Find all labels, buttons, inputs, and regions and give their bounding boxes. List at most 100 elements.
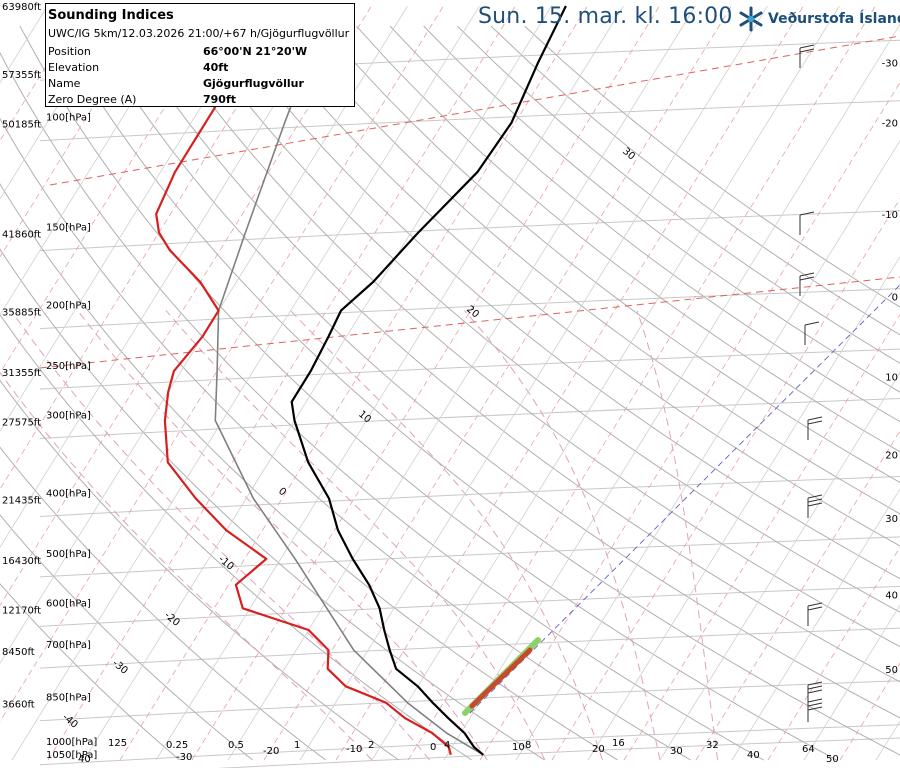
isotherm-dashed-line bbox=[119, 5, 588, 761]
altitude-label: 21435ft bbox=[2, 495, 41, 506]
altitude-label: 3660ft bbox=[2, 700, 35, 711]
info-value: 790ft bbox=[203, 93, 237, 106]
pressure-label: 700[hPa] bbox=[46, 640, 91, 651]
isobar-line bbox=[39, 348, 900, 390]
dry-adiabat-line bbox=[0, 313, 472, 761]
dry-adiabat-line bbox=[0, 583, 180, 761]
info-key: Elevation bbox=[48, 61, 100, 74]
isotherm-dashed-line bbox=[551, 197, 900, 761]
isobar-line bbox=[39, 210, 900, 252]
isobar-line bbox=[39, 288, 900, 330]
isotherm-line bbox=[659, 372, 900, 761]
isotherm-line bbox=[0, 5, 408, 664]
isotherm-dashed-line bbox=[695, 430, 900, 761]
parcel-line bbox=[214, 62, 484, 756]
info-row-name: Name Gjögurflugvöllur bbox=[48, 76, 348, 92]
isotherm-line bbox=[227, 5, 696, 761]
isobar-line bbox=[39, 100, 900, 142]
dry-adiabat-line bbox=[0, 514, 253, 761]
right-axis-label: -20 bbox=[882, 119, 898, 130]
dry-adiabat-line bbox=[0, 379, 399, 761]
dry-adiabat-line bbox=[356, 25, 900, 453]
pressure-label: 100[hPa] bbox=[46, 113, 91, 124]
dry-adiabat-line bbox=[288, 25, 900, 515]
altitude-label: 63980ft bbox=[2, 2, 41, 13]
moist-adiabat-line bbox=[636, 310, 719, 761]
isotherm-label: 10 bbox=[356, 409, 373, 426]
right-axis-label: 50 bbox=[885, 665, 898, 676]
dry-adiabats bbox=[0, 25, 900, 761]
bottom-axis-label: 64 bbox=[802, 744, 815, 755]
isotherm-dashed-line bbox=[191, 5, 660, 761]
right-axis-label: 10 bbox=[885, 372, 898, 383]
altitude-label: 50185ft bbox=[2, 120, 41, 131]
right-axis-label: 40 bbox=[885, 590, 898, 601]
isobar-line bbox=[39, 627, 900, 669]
altitude-label: 16430ft bbox=[2, 556, 41, 567]
isotherm-label: 30 bbox=[620, 146, 637, 163]
bottom-axis-label: 0 bbox=[430, 742, 436, 753]
pressure-label: 250[hPa] bbox=[46, 361, 91, 372]
forecast-date: Sun. 15. mar. kl. 16:00 bbox=[478, 4, 733, 29]
isotherm-line bbox=[0, 5, 264, 432]
bottom-axis-label: 0.5 bbox=[228, 740, 244, 751]
isotherm-line bbox=[11, 5, 480, 761]
pressure-label: 600[hPa] bbox=[46, 598, 91, 609]
wind-barb-icon bbox=[807, 416, 823, 440]
wind-barb-icon bbox=[799, 44, 815, 68]
wind-barb-icon bbox=[807, 494, 823, 518]
moist-adiabat-line bbox=[10, 310, 430, 761]
bottom-axis-label: 1 bbox=[294, 740, 300, 751]
org-name: Veðurstofa Íslands bbox=[768, 11, 900, 27]
moist-adiabats bbox=[0, 310, 719, 761]
isotherm-label: -40 bbox=[60, 712, 80, 731]
isotherm-line bbox=[515, 139, 900, 761]
isotherm-line bbox=[587, 256, 900, 761]
dry-adiabat-line bbox=[86, 25, 900, 719]
isotherm-line bbox=[371, 5, 840, 761]
bottom-axis-label: 32 bbox=[706, 740, 719, 751]
mixing-line bbox=[469, 284, 900, 714]
dry-adiabat-line bbox=[0, 446, 326, 761]
info-row-position: Position 66°00'N 21°20'W bbox=[48, 44, 348, 60]
pressure-label: 850[hPa] bbox=[46, 693, 91, 704]
dry-adiabat-line bbox=[154, 25, 900, 648]
isotherm-dashed-line bbox=[479, 81, 900, 761]
isotherm-line bbox=[83, 5, 552, 761]
wind-barb-icon bbox=[807, 602, 823, 626]
moist-adiabat-line bbox=[77, 310, 488, 761]
bottom-axis-label: 40 bbox=[78, 754, 91, 765]
altitude-label: 27575ft bbox=[2, 417, 41, 428]
bottom-axis-label: 2 bbox=[368, 740, 374, 751]
dewpoint-line bbox=[155, 5, 452, 756]
dry-adiabat-line bbox=[0, 248, 545, 761]
info-key: Zero Degree (A) bbox=[48, 93, 137, 106]
pressure-label: 1000[hPa] bbox=[46, 737, 97, 748]
bottom-axis-label: -20 bbox=[263, 746, 279, 757]
dry-adiabat-line bbox=[255, 25, 900, 547]
isobar-line bbox=[39, 680, 900, 722]
info-run: UWC/IG 5km/12.03.2026 21:00/+67 h/Gjögur… bbox=[48, 27, 350, 40]
info-key: Position bbox=[48, 45, 91, 58]
lcl-marker bbox=[462, 637, 541, 716]
isotherm-line bbox=[803, 604, 900, 761]
isobar-line bbox=[39, 585, 900, 627]
isotherm-line bbox=[0, 5, 120, 200]
isotherms bbox=[0, 5, 900, 761]
dry-adiabat-line bbox=[423, 25, 900, 393]
dry-adiabat-line bbox=[490, 25, 900, 336]
right-axis-label: -30 bbox=[882, 58, 898, 69]
wind-barb-icon bbox=[804, 321, 820, 345]
altitude-label: 35885ft bbox=[2, 308, 41, 319]
dewpoint-profile bbox=[155, 5, 452, 756]
right-axis-label: -10 bbox=[882, 210, 898, 221]
isotherm-line bbox=[0, 5, 336, 548]
bottom-axis-label: 20 bbox=[592, 744, 605, 755]
isotherm-dashed-line bbox=[0, 5, 372, 606]
altitude-label: 57355ft bbox=[2, 70, 41, 81]
snowflake-logo-icon bbox=[739, 6, 763, 32]
isotherm-label: -10 bbox=[216, 554, 236, 573]
temperature-line bbox=[290, 5, 567, 756]
